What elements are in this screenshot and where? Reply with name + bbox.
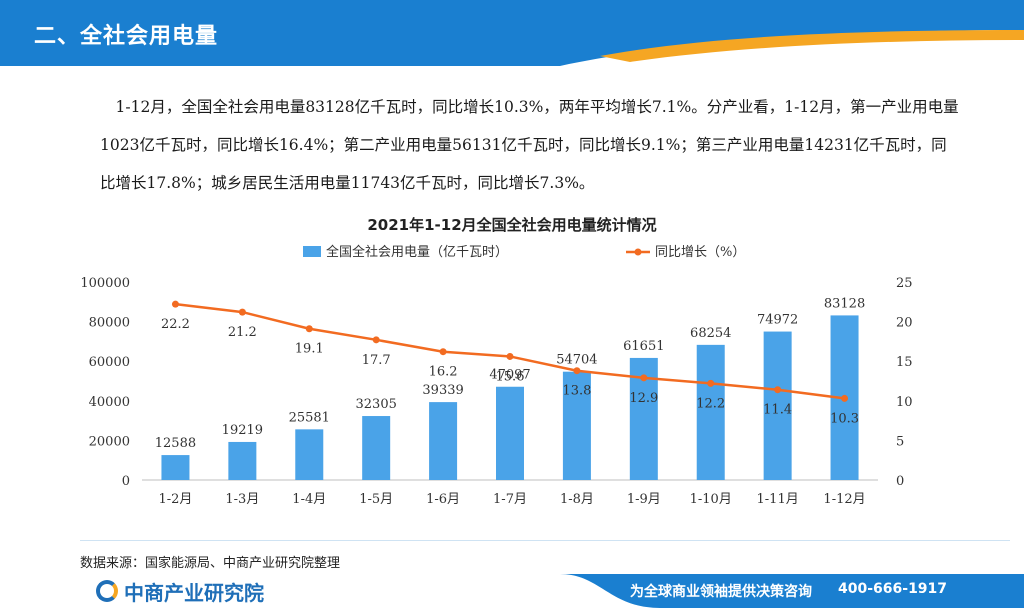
growth-point bbox=[506, 352, 514, 360]
growth-value-label: 11.4 bbox=[763, 403, 792, 418]
y-right-tick-label: 0 bbox=[896, 474, 904, 489]
bar bbox=[295, 429, 324, 480]
chart-body: 0 20000 40000 60000 80000 100000 0 5 10 15 20 25 125… bbox=[80, 276, 912, 507]
bar bbox=[496, 386, 524, 480]
x-tick-label: 1-8月 bbox=[560, 492, 594, 507]
footer-bar: 中商产业研究院 为全球商业领袖提供决策咨询 400-666-1917 bbox=[0, 574, 1024, 608]
y-right-tick-label: 15 bbox=[896, 355, 913, 370]
x-tick-label: 1-5月 bbox=[359, 492, 393, 507]
y-left-tick-label: 40000 bbox=[89, 395, 130, 410]
growth-value-label: 17.7 bbox=[362, 353, 391, 368]
y-left-tick-label: 60000 bbox=[89, 355, 130, 370]
growth-point bbox=[439, 348, 447, 356]
growth-value-label: 21.2 bbox=[228, 325, 257, 340]
growth-point bbox=[573, 367, 581, 375]
bar-value-label: 12588 bbox=[155, 436, 196, 451]
y-left-tick-label: 20000 bbox=[89, 434, 130, 449]
bar bbox=[429, 402, 458, 480]
y-right-tick-label: 25 bbox=[896, 276, 913, 291]
growth-point bbox=[238, 308, 246, 316]
growth-value-label: 10.3 bbox=[830, 411, 859, 426]
x-tick-label: 1-6月 bbox=[426, 492, 460, 507]
bar-value-label: 74972 bbox=[757, 313, 798, 328]
bar-value-label: 47097 bbox=[489, 368, 530, 383]
growth-point bbox=[707, 379, 715, 387]
bar-value-label: 32305 bbox=[356, 397, 397, 412]
y-right-tick-label: 20 bbox=[896, 316, 913, 331]
legend-bar-swatch bbox=[303, 246, 321, 257]
growth-value-label: 13.8 bbox=[562, 384, 591, 399]
bar bbox=[161, 455, 190, 480]
legend-line-marker bbox=[634, 248, 642, 256]
bar bbox=[763, 331, 792, 480]
logo-text: 中商产业研究院 bbox=[124, 580, 264, 605]
x-tick-label: 1-9月 bbox=[627, 492, 661, 507]
y-left-tick-label: 80000 bbox=[89, 316, 130, 331]
bar bbox=[696, 344, 725, 480]
x-tick-label: 1-7月 bbox=[493, 492, 527, 507]
growth-value-label: 22.2 bbox=[161, 317, 190, 332]
bar bbox=[562, 371, 591, 480]
growth-value-label: 12.2 bbox=[696, 396, 725, 411]
phone-number: 400-666-1917 bbox=[838, 581, 948, 597]
bar-value-label: 61651 bbox=[623, 339, 664, 354]
slogan: 为全球商业领袖提供决策咨询 bbox=[630, 584, 812, 600]
footer-background bbox=[0, 574, 1024, 608]
x-tick-label: 1-3月 bbox=[225, 492, 259, 507]
legend-bar-label: 全国全社会用电量（亿千瓦时） bbox=[326, 244, 508, 260]
data-source: 数据来源：国家能源局、中商产业研究院整理 bbox=[80, 556, 341, 571]
bar-value-label: 19219 bbox=[222, 423, 263, 438]
growth-point bbox=[640, 374, 648, 382]
bar bbox=[362, 416, 391, 480]
legend-line-label: 同比增长（%） bbox=[655, 245, 745, 260]
x-tick-label: 1-11月 bbox=[757, 492, 799, 507]
footer-divider bbox=[80, 540, 1010, 541]
y-right-tick-label: 5 bbox=[896, 434, 904, 449]
x-tick-label: 1-2月 bbox=[158, 492, 192, 507]
growth-value-label: 16.2 bbox=[429, 365, 458, 380]
bar-value-label: 39339 bbox=[422, 383, 463, 398]
growth-point bbox=[841, 394, 849, 402]
bar-value-label: 83128 bbox=[824, 296, 865, 311]
bar-value-label: 68254 bbox=[690, 326, 731, 341]
x-tick-label: 1-4月 bbox=[292, 492, 326, 507]
y-right-tick-label: 10 bbox=[896, 395, 913, 410]
growth-point bbox=[305, 325, 313, 333]
growth-value-label: 19.1 bbox=[295, 342, 324, 357]
x-tick-label: 1-10月 bbox=[690, 492, 732, 507]
header-background bbox=[0, 0, 1024, 66]
page-title: 二、全社会用电量 bbox=[34, 24, 219, 49]
growth-value-label: 12.9 bbox=[629, 391, 658, 406]
electricity-chart: 2021年1-12月全国全社会用电量统计情况 全国全社会用电量（亿千瓦时） 同比… bbox=[80, 216, 912, 507]
y-left-tick-label: 0 bbox=[122, 474, 130, 489]
y-left-tick-label: 100000 bbox=[80, 276, 130, 291]
chart-title: 2021年1-12月全国全社会用电量统计情况 bbox=[367, 216, 656, 234]
growth-point bbox=[774, 386, 782, 394]
header-banner: 二、全社会用电量 bbox=[0, 0, 1024, 66]
x-tick-label: 1-12月 bbox=[823, 492, 865, 507]
logo-icon bbox=[96, 580, 118, 602]
bar-value-label: 25581 bbox=[289, 410, 330, 425]
logo: 中商产业研究院 bbox=[96, 577, 264, 605]
growth-point bbox=[372, 336, 380, 344]
bar bbox=[228, 441, 257, 480]
chart-legend: 全国全社会用电量（亿千瓦时） 同比增长（%） bbox=[303, 244, 745, 260]
bar-value-label: 54704 bbox=[556, 353, 597, 368]
growth-value-label: 15.6 bbox=[496, 369, 525, 384]
summary-paragraph: 1-12月，全国全社会用电量83128亿千瓦时，同比增长10.3%，两年平均增长… bbox=[100, 98, 959, 192]
growth-point bbox=[171, 300, 179, 308]
